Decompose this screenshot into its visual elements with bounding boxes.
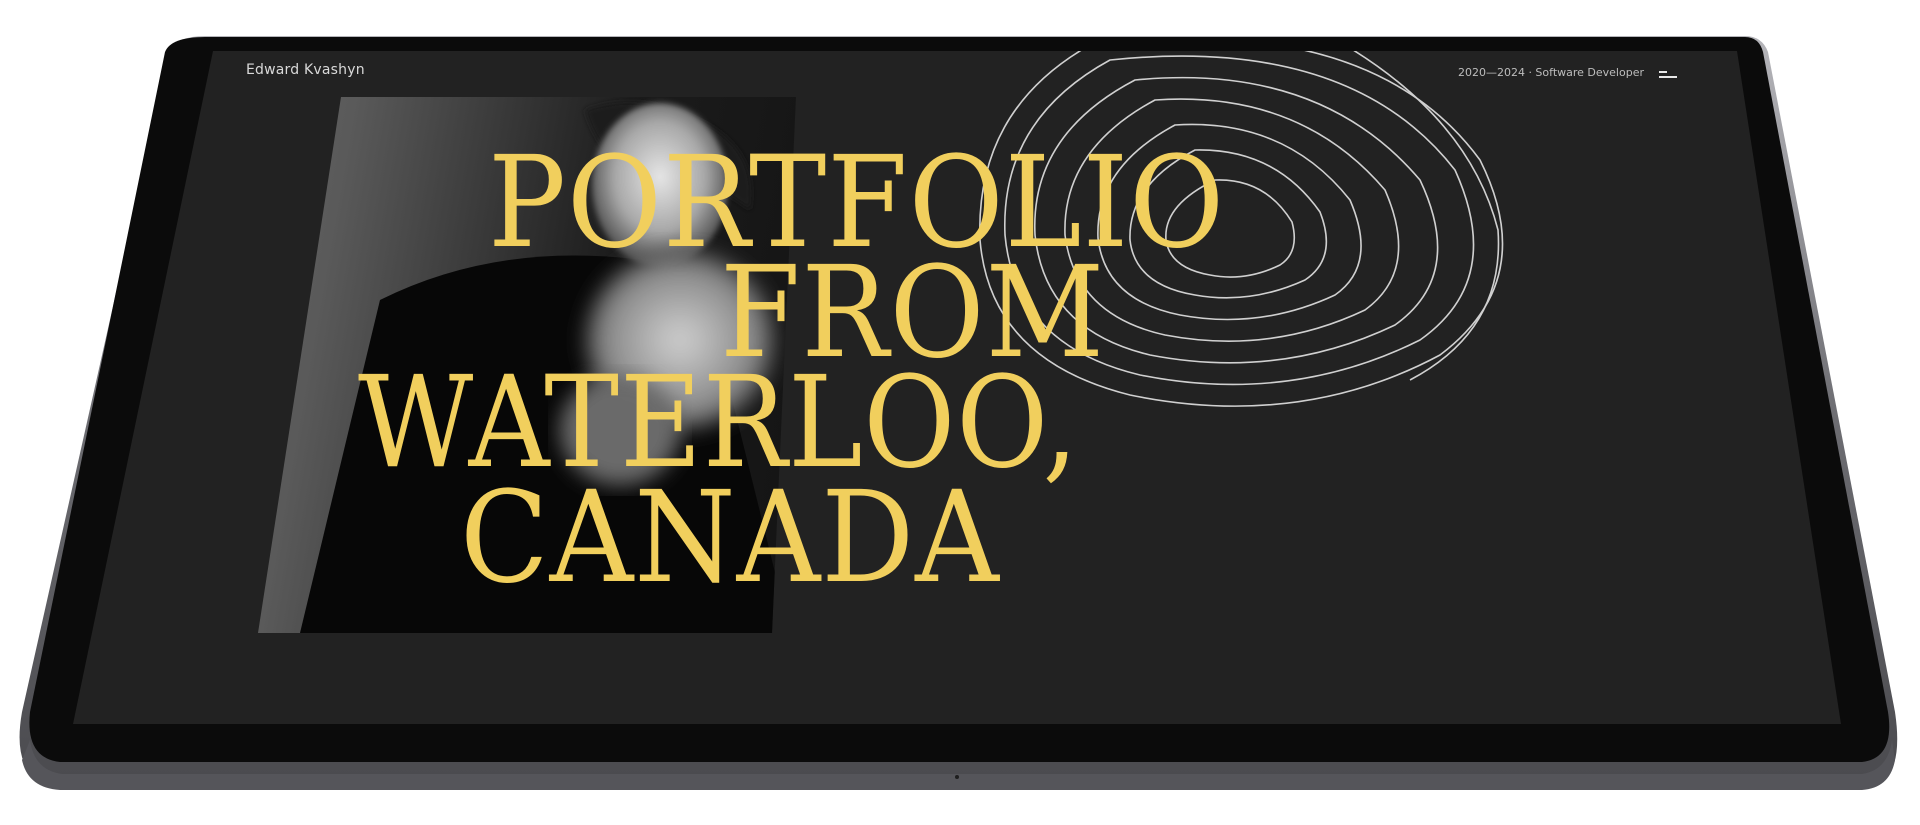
menu-icon-line-long bbox=[1659, 76, 1677, 78]
menu-icon-line-short bbox=[1659, 71, 1667, 73]
header-meta: 2020—2024 · Software Developer bbox=[1457, 66, 1644, 79]
brand-name[interactable]: Edward Kvashyn bbox=[246, 62, 365, 78]
menu-icon[interactable] bbox=[1659, 71, 1677, 79]
hero-line-1: PORTFOLIO bbox=[488, 129, 1226, 276]
hero-line-2: FROM bbox=[720, 239, 1106, 386]
hero-line-3: WATERLOO, bbox=[358, 349, 1080, 496]
camera-dot bbox=[955, 775, 959, 779]
hero-line-4: CANADA bbox=[460, 464, 1000, 611]
